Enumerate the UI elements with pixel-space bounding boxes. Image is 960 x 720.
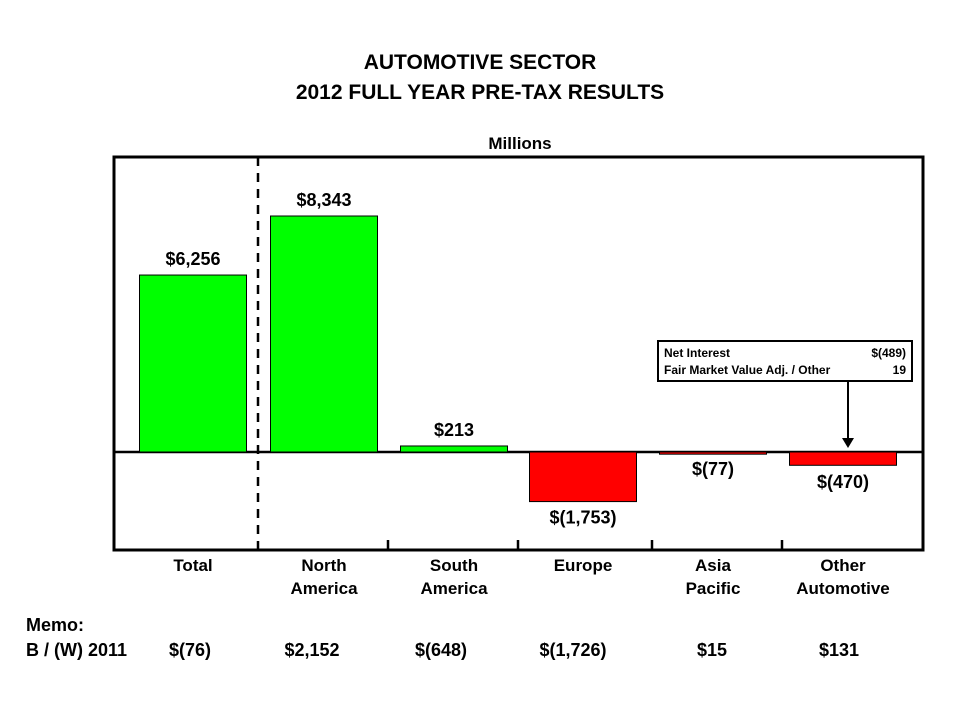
callout-row-label: Fair Market Value Adj. / Other [664,363,831,377]
category-label: America [420,579,488,598]
bar-europe [529,451,637,503]
memo-value: $131 [818,640,860,660]
category-label: Pacific [686,579,741,598]
data-label: $6,256 [165,249,220,269]
category-label: America [290,579,358,598]
category-label: Other [820,556,866,575]
category-label: North [301,556,346,575]
callout-row-value: $(489) [871,346,906,360]
memo-value: $(648) [414,640,468,660]
data-label: $(77) [692,459,734,479]
callout-row-value: 19 [893,363,907,377]
memo-value: $15 [696,640,728,660]
bar-asia-pacific [659,451,767,455]
memo-row-label: B / (W) 2011 [26,640,128,660]
category-label: Europe [554,556,613,575]
chart-title-line2: 2012 FULL YEAR PRE-TAX RESULTS [295,81,665,104]
units-label: Millions [488,134,552,153]
bar-north-america [270,215,378,453]
bar-south-america [400,445,508,453]
memo-value: $(76) [168,640,212,660]
data-label: $(470) [817,472,869,492]
category-label: Asia [695,556,731,575]
callout-box [657,340,913,382]
data-label: $8,343 [296,190,351,210]
memo-value: $(1,726) [539,640,607,660]
memo-label: Memo: [26,615,84,635]
callout-arrow-head-icon [842,438,854,448]
category-label: South [430,556,478,575]
data-label: $213 [434,420,474,440]
memo-value: $2,152 [284,640,340,660]
category-label: Automotive [796,579,890,598]
bar-total [139,274,247,453]
bar-other-automotive [789,451,897,466]
chart-title-line1: AUTOMOTIVE SECTOR [363,51,597,74]
callout-row-label: Net Interest [664,346,730,360]
data-label: $(1,753) [549,508,616,528]
category-label: Total [173,556,212,575]
